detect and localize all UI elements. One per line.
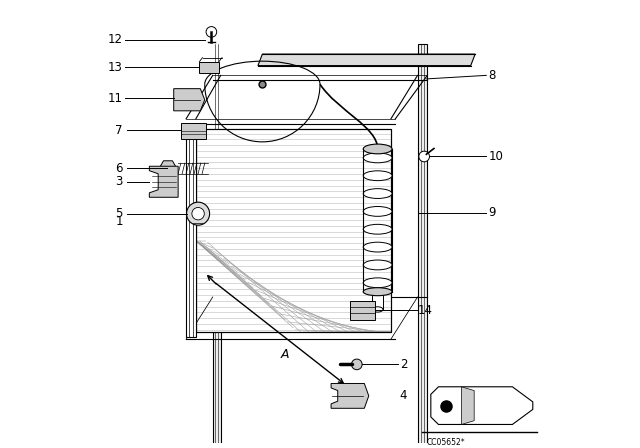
- Text: 14: 14: [417, 304, 433, 317]
- Ellipse shape: [364, 189, 392, 198]
- Ellipse shape: [364, 224, 392, 234]
- Text: 7: 7: [115, 124, 123, 137]
- Bar: [186, 124, 196, 337]
- Text: 3: 3: [115, 175, 123, 188]
- Text: 5: 5: [115, 207, 123, 220]
- Ellipse shape: [364, 207, 392, 216]
- Bar: [196, 129, 391, 332]
- Text: 11: 11: [108, 92, 123, 105]
- Text: 6: 6: [115, 162, 123, 175]
- Bar: [372, 292, 383, 310]
- Polygon shape: [149, 166, 178, 197]
- Text: A: A: [280, 348, 289, 361]
- Text: 10: 10: [488, 150, 503, 163]
- Ellipse shape: [364, 171, 392, 181]
- Bar: [200, 62, 219, 73]
- Circle shape: [206, 26, 217, 37]
- Circle shape: [192, 207, 204, 220]
- Polygon shape: [173, 89, 205, 111]
- Text: 13: 13: [108, 61, 123, 74]
- Circle shape: [351, 359, 362, 370]
- Ellipse shape: [372, 307, 383, 312]
- Circle shape: [187, 202, 210, 225]
- Ellipse shape: [364, 153, 392, 163]
- Bar: [181, 123, 205, 139]
- Polygon shape: [331, 383, 369, 408]
- Ellipse shape: [364, 242, 392, 252]
- Bar: [212, 235, 221, 448]
- Text: 4: 4: [400, 389, 407, 402]
- Text: 8: 8: [488, 69, 496, 82]
- Polygon shape: [461, 387, 474, 424]
- Bar: [417, 44, 428, 448]
- Polygon shape: [258, 54, 475, 65]
- Text: 2: 2: [400, 358, 407, 371]
- Text: 1: 1: [115, 215, 123, 228]
- Polygon shape: [431, 387, 532, 424]
- Ellipse shape: [364, 260, 392, 270]
- Ellipse shape: [364, 288, 392, 296]
- Ellipse shape: [364, 278, 392, 288]
- Bar: [349, 301, 374, 320]
- Text: 12: 12: [108, 34, 123, 47]
- Text: CC05652*: CC05652*: [426, 438, 465, 447]
- Text: 9: 9: [488, 206, 496, 219]
- Ellipse shape: [364, 144, 392, 154]
- Circle shape: [419, 151, 429, 162]
- Bar: [196, 129, 391, 332]
